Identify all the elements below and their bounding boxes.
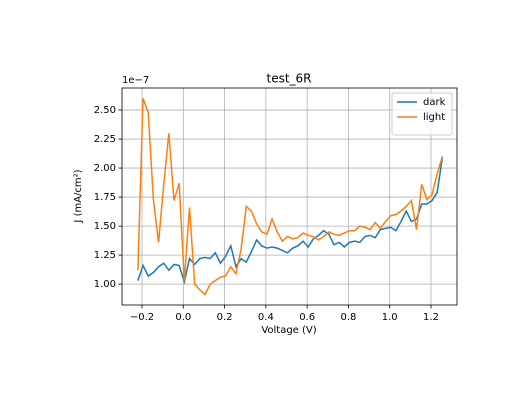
legend-label: dark: [423, 97, 446, 108]
y-tick-label: 2.25: [94, 134, 116, 145]
y-tick-label: 2.00: [94, 163, 116, 174]
y-tick-label: 1.00: [94, 279, 116, 290]
y-axis-label: J (mA/cm²): [73, 169, 84, 223]
x-tick-label: −0.2: [130, 312, 154, 323]
legend-label: light: [423, 112, 445, 123]
y-tick-label: 2.50: [94, 105, 116, 116]
legend-box: [391, 92, 453, 136]
x-tick-label: 0.8: [340, 312, 356, 323]
plot-frame: [121, 87, 458, 306]
data-line: [137, 157, 444, 285]
legend: dark light: [391, 92, 453, 136]
y-offset-label: 1e−7: [122, 75, 149, 86]
x-tick-label: 0.4: [258, 312, 274, 323]
x-tick-label: 0.2: [217, 312, 233, 323]
x-tick-label: 1.0: [382, 312, 398, 323]
y-tick-label: 1.75: [94, 192, 116, 203]
data-line: [137, 98, 444, 296]
x-axis-label: Voltage (V): [261, 325, 316, 336]
x-tick-label: 0.6: [299, 312, 315, 323]
x-tick-label: 1.2: [423, 312, 439, 323]
y-tick-label: 1.50: [94, 221, 116, 232]
chart-title: test_6R: [266, 72, 311, 86]
x-tick-label: 0.0: [175, 312, 191, 323]
y-tick-label: 1.25: [94, 250, 116, 261]
